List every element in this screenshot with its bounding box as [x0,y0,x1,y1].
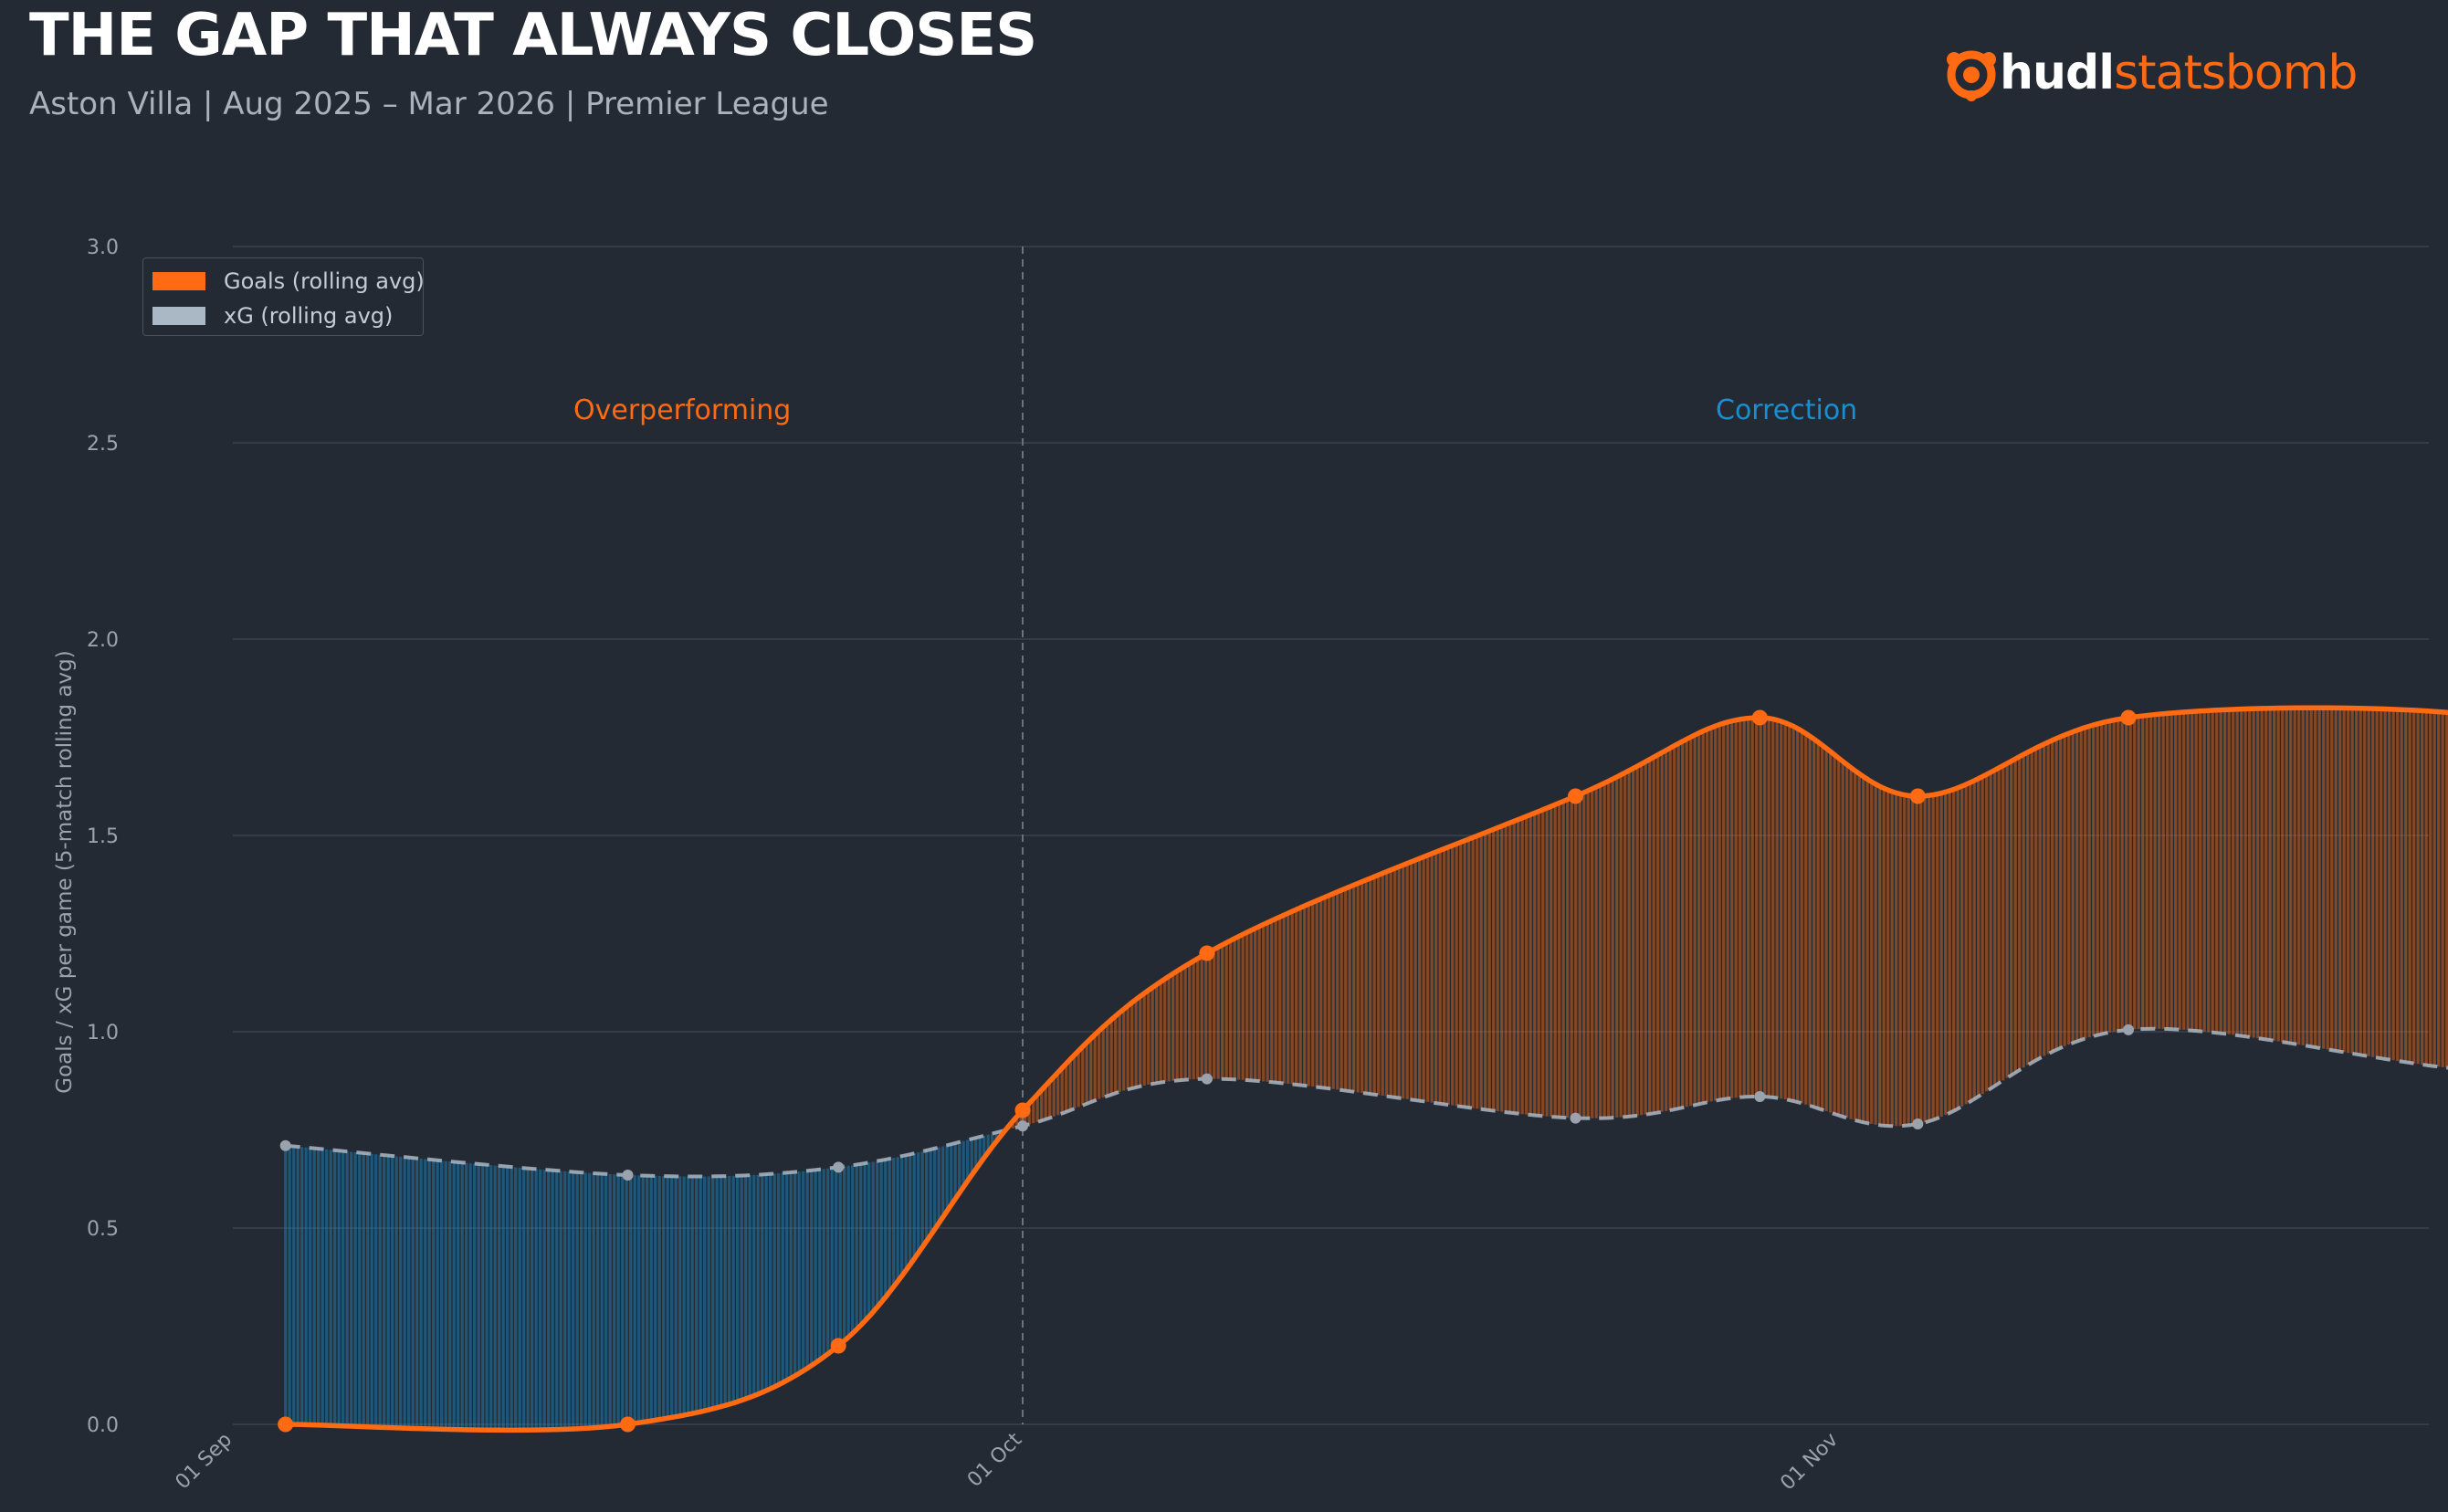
xg-data-point [1017,1120,1028,1132]
y-tick-label: 2.0 [87,629,119,652]
goals-data-point [278,1416,294,1433]
y-tick-label: 1.5 [87,825,119,848]
y-tick-label: 0.5 [87,1218,119,1241]
goals-data-point [1909,788,1926,804]
chart-title: THE GAP THAT ALWAYS CLOSES [29,2,1037,69]
xg-data-point [1912,1118,1924,1130]
y-tick-label: 1.0 [87,1022,119,1045]
goals-series-line [285,705,2448,1433]
xg-data-point [279,1139,291,1151]
gap-fill [284,708,2448,1431]
legend-label-xg: xG (rolling avg) [224,303,394,329]
goals-data-point [620,1416,636,1433]
goals-data-point [830,1338,846,1354]
goals-data-point [1751,709,1768,726]
legend: Goals (rolling avg) xG (rolling avg) [142,257,425,336]
x-tick-label: 01 Sep [172,1429,237,1495]
xg-data-point [833,1161,845,1173]
logo-wordmark: hudlstatsbomb [2000,46,2358,100]
goals-data-point [2120,709,2137,726]
brand-logo: hudlstatsbomb [1943,44,2358,102]
grid-lines [233,246,2429,1425]
series-lines [285,705,2448,1433]
goals-data-point [1568,788,1583,804]
legend-swatch-goals [152,272,205,290]
y-tick-label: 0.0 [87,1414,119,1437]
period-divider-lines [1022,247,1024,1424]
annotation-overperforming: Overperforming [573,394,792,426]
chart-subtitle: Aston Villa | Aug 2025 – Mar 2026 | Prem… [29,86,829,122]
legend-swatch-xg [152,307,205,325]
goals-data-point [1014,1102,1031,1118]
legend-label-goals: Goals (rolling avg) [224,268,425,294]
annotation-correction: Correction [1716,394,1858,426]
xg-data-point [2123,1024,2134,1035]
x-tick-label: 01 Nov [1776,1429,1843,1496]
legend-item-xg: xG (rolling avg) [152,301,393,331]
legend-item-goals: Goals (rolling avg) [152,267,425,296]
xg-series-line [285,1026,2448,1179]
y-tick-label: 2.5 [87,433,119,456]
goals-data-point [1199,945,1215,961]
logo-part-statsbomb: statsbomb [2114,46,2358,100]
xg-data-point [622,1169,634,1181]
hudl-logo-icon [1947,50,1996,101]
xg-data-point [1570,1112,1581,1124]
y-tick-label: 3.0 [87,236,119,259]
xg-data-point [1201,1073,1213,1085]
y-axis-label: Goals / xG per game (5-match rolling avg… [53,650,77,1093]
logo-part-hudl: hudl [2000,46,2115,100]
x-tick-label: 01 Oct [963,1428,1027,1492]
xg-data-point [1754,1090,1766,1102]
series-points [278,709,2137,1433]
